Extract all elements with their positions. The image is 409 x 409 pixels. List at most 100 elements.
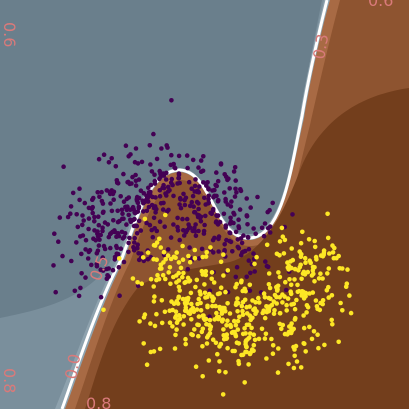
point-class-1 (251, 342, 257, 348)
point-class-0 (101, 209, 106, 215)
point-class-0 (171, 222, 176, 227)
point-class-1 (181, 314, 187, 319)
point-class-1 (243, 331, 248, 336)
point-class-0 (239, 240, 245, 246)
point-class-0 (75, 224, 81, 230)
point-class-0 (96, 243, 102, 248)
point-class-1 (200, 326, 206, 332)
point-class-0 (210, 237, 216, 243)
point-class-0 (100, 255, 105, 260)
point-class-1 (141, 341, 146, 346)
point-class-1 (221, 252, 226, 257)
point-class-1 (219, 311, 225, 316)
point-class-0 (184, 153, 190, 158)
point-class-1 (251, 307, 256, 313)
point-class-1 (271, 299, 277, 304)
point-class-1 (327, 251, 332, 256)
point-class-0 (192, 210, 198, 215)
point-class-1 (171, 301, 177, 307)
point-class-0 (126, 154, 131, 159)
point-class-0 (201, 154, 206, 159)
point-class-0 (115, 219, 121, 225)
point-class-1 (317, 307, 323, 313)
point-class-1 (261, 291, 267, 296)
point-class-1 (277, 295, 283, 300)
point-class-0 (95, 248, 101, 253)
point-class-0 (134, 231, 140, 236)
point-class-1 (203, 254, 209, 259)
point-class-1 (269, 336, 274, 342)
point-class-1 (151, 284, 156, 289)
point-class-0 (153, 195, 158, 200)
contour-label: 0.3 (309, 32, 332, 60)
point-class-1 (290, 257, 296, 263)
point-class-0 (214, 213, 220, 219)
point-class-1 (331, 255, 337, 261)
point-class-1 (176, 295, 181, 301)
point-class-0 (133, 172, 138, 178)
point-class-0 (206, 196, 211, 202)
point-class-0 (168, 180, 174, 186)
point-class-1 (284, 308, 290, 313)
point-class-1 (219, 319, 225, 324)
point-class-1 (240, 312, 246, 318)
point-class-0 (77, 197, 82, 203)
point-class-0 (222, 242, 227, 247)
point-class-0 (196, 256, 202, 261)
point-class-1 (326, 266, 332, 271)
point-class-0 (214, 193, 219, 199)
point-class-0 (218, 162, 224, 167)
point-class-0 (74, 240, 79, 245)
point-class-0 (135, 242, 140, 247)
point-class-0 (182, 202, 188, 208)
point-class-1 (168, 281, 173, 287)
point-class-0 (169, 98, 174, 103)
point-class-0 (196, 228, 201, 234)
contour-label: 0.0 (61, 352, 84, 380)
point-class-1 (180, 243, 185, 249)
point-class-1 (239, 303, 245, 309)
point-class-1 (292, 277, 297, 282)
point-class-1 (202, 282, 207, 287)
point-class-0 (77, 186, 82, 191)
point-class-1 (347, 293, 352, 298)
point-class-0 (76, 293, 82, 299)
point-class-1 (330, 250, 336, 255)
point-class-0 (131, 248, 137, 253)
point-class-0 (60, 253, 65, 259)
point-class-1 (160, 272, 166, 278)
point-class-1 (178, 265, 184, 271)
point-class-1 (142, 216, 148, 222)
point-class-0 (168, 162, 174, 168)
point-class-1 (280, 234, 286, 239)
point-class-1 (275, 370, 281, 375)
point-class-0 (135, 283, 141, 289)
point-class-1 (220, 305, 225, 311)
point-class-1 (286, 361, 291, 367)
point-class-0 (133, 146, 139, 151)
point-class-0 (68, 211, 73, 216)
point-class-1 (250, 315, 255, 321)
point-class-0 (148, 162, 153, 167)
point-class-1 (213, 340, 219, 346)
point-class-1 (196, 296, 202, 302)
point-class-1 (152, 323, 158, 329)
point-class-1 (292, 353, 298, 359)
point-class-0 (81, 218, 86, 223)
point-class-0 (106, 160, 112, 165)
point-class-1 (194, 277, 200, 283)
point-class-1 (191, 309, 197, 315)
point-class-0 (90, 197, 95, 202)
point-class-1 (223, 289, 228, 295)
point-class-0 (146, 185, 151, 191)
point-class-1 (173, 309, 179, 315)
point-class-0 (126, 212, 131, 218)
point-class-1 (338, 300, 343, 306)
point-class-0 (82, 200, 88, 206)
point-class-0 (189, 199, 195, 205)
point-class-1 (277, 310, 283, 316)
point-class-0 (92, 219, 97, 224)
point-class-0 (61, 164, 66, 169)
point-class-1 (285, 265, 291, 270)
point-class-0 (95, 229, 100, 234)
